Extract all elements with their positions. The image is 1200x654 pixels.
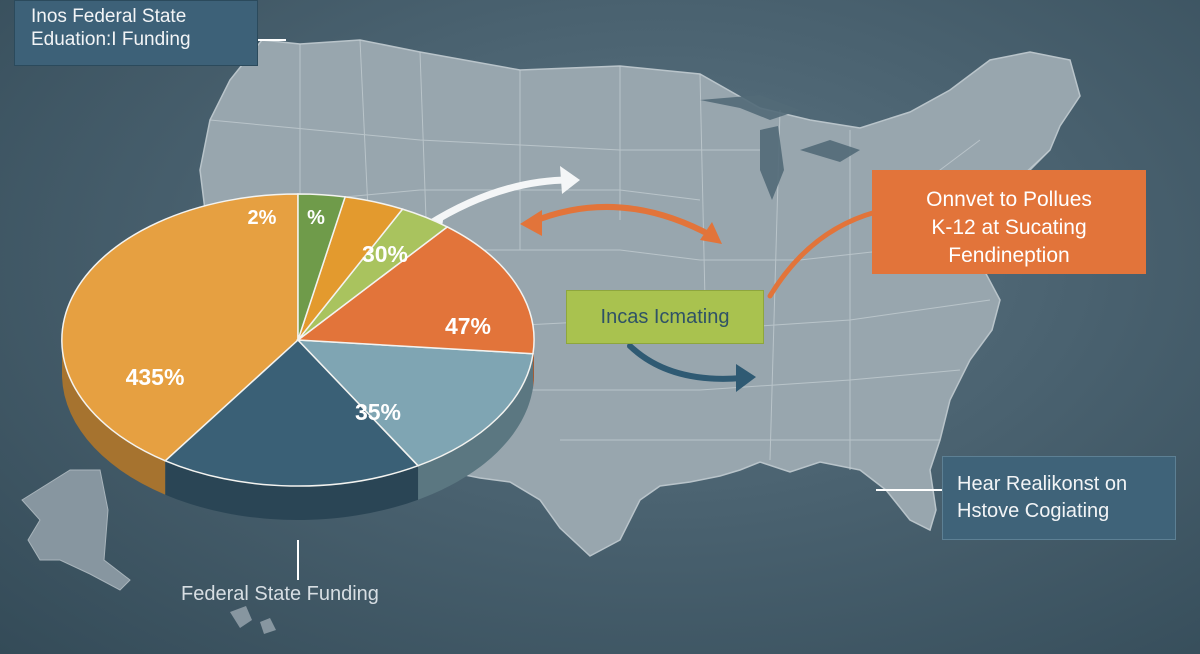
blue-callout: Hear Realikonst on Hstove Cogiating bbox=[942, 456, 1176, 540]
orange-callout-line-1: Onnvet to Pollues bbox=[926, 188, 1092, 211]
orange-callout: Onnvet to Pollues K-12 at Sucating Fendi… bbox=[872, 170, 1146, 274]
arrow-orange-horizontal bbox=[520, 203, 722, 244]
state-borders bbox=[204, 39, 1051, 470]
orange-callout-line-3: Fendineption bbox=[948, 244, 1070, 267]
pie-slice-side bbox=[62, 342, 166, 495]
us-map-great-lakes bbox=[700, 95, 860, 200]
pie-slice-label: % bbox=[307, 207, 325, 229]
title-line-1: Inos Federal State bbox=[31, 6, 187, 27]
pie-slice-label: 2% bbox=[248, 207, 277, 229]
title-box: Inos Federal State Eduation:I Funding bbox=[14, 0, 258, 66]
pie-slice-side bbox=[165, 460, 419, 520]
us-map-hawaii bbox=[230, 606, 276, 634]
green-callout: Incas Icmating bbox=[566, 290, 764, 344]
pie-caption: Federal State Funding bbox=[181, 583, 379, 605]
arrow-orange-callout bbox=[767, 209, 879, 299]
pie-slice-label: 35% bbox=[355, 399, 401, 425]
us-map-alaska bbox=[21, 469, 131, 591]
pie-slice-label: 30% bbox=[362, 241, 408, 267]
arrow-blue bbox=[627, 343, 756, 392]
pie-slice-side bbox=[418, 353, 533, 500]
blue-callout-line-2: Hstove Cogiating bbox=[957, 500, 1110, 522]
pie-slice-label: 47% bbox=[445, 313, 491, 339]
pie-slice bbox=[295, 226, 535, 355]
pie-slice bbox=[296, 339, 534, 467]
title-line-2: Eduation:I Funding bbox=[31, 29, 191, 50]
pie-slice bbox=[297, 193, 347, 341]
pie-slice-label: 435% bbox=[126, 364, 185, 390]
blue-callout-line-1: Hear Realikonst on bbox=[957, 473, 1128, 495]
pie-slice bbox=[61, 193, 299, 462]
pie-chart: 435% 35% 47% 30%% 2% bbox=[61, 193, 535, 520]
orange-callout-line-2: K-12 at Sucating bbox=[931, 216, 1087, 239]
pie-slice bbox=[163, 338, 420, 487]
